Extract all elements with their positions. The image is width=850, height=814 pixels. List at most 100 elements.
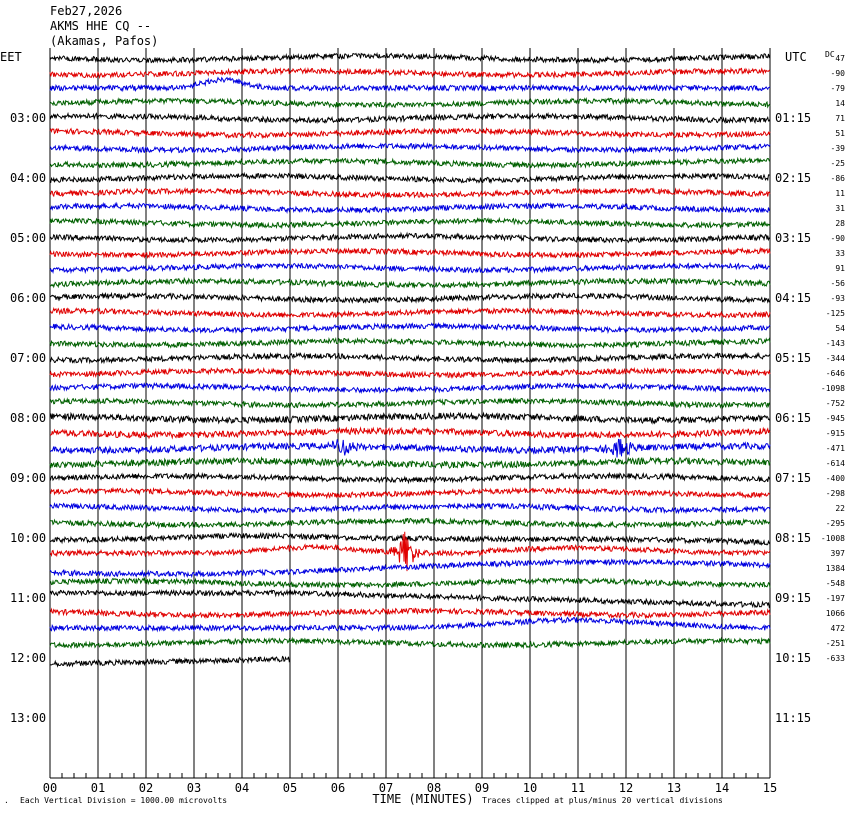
dc-value: 11: [835, 189, 845, 198]
dc-value: -1098: [821, 384, 845, 393]
dc-value: -752: [826, 399, 845, 408]
seismic-trace: [49, 397, 771, 409]
utc-time-label: 03:15: [775, 231, 811, 245]
eet-time-label: 11:00: [10, 591, 46, 605]
dc-value: 51: [835, 129, 845, 138]
dc-value: 54: [835, 324, 845, 333]
seismic-trace: [49, 127, 771, 140]
eet-time-label: 06:00: [10, 291, 46, 305]
dc-value: -251: [826, 639, 845, 648]
dc-value: -93: [831, 294, 846, 303]
utc-time-label: 11:15: [775, 711, 811, 725]
utc-time-label: 07:15: [775, 471, 811, 485]
dc-value: -633: [826, 654, 845, 663]
utc-time-label: 08:15: [775, 531, 811, 545]
seismic-trace: [49, 381, 771, 395]
dc-value: -646: [826, 369, 845, 378]
seismic-trace: [49, 588, 771, 609]
eet-time-label: 12:00: [10, 651, 46, 665]
seismic-trace: [49, 336, 771, 350]
dc-value: -39: [831, 144, 846, 153]
seismic-trace: [49, 411, 771, 425]
dc-value: 31: [835, 204, 845, 213]
seismic-trace: [49, 576, 771, 589]
eet-time-label: 10:00: [10, 531, 46, 545]
seismic-trace: [49, 111, 771, 125]
seismic-trace: [49, 201, 771, 215]
seismic-trace: [49, 558, 771, 579]
dc-value: -295: [826, 519, 845, 528]
seismic-trace: [49, 426, 771, 440]
dc-value: 91: [835, 264, 845, 273]
seismic-trace: [49, 276, 771, 290]
x-axis-title: TIME (MINUTES): [372, 792, 473, 806]
seismic-trace: [49, 76, 771, 93]
x-tick-label: 00: [43, 781, 57, 795]
eet-time-label: 05:00: [10, 231, 46, 245]
time-labels: 00 01 02 03 04 05 06 07 08 09 10 11 12 13 14 15 EET UTC DC…: [0, 50, 845, 806]
dc-value: 47: [835, 54, 845, 63]
seismic-trace: [49, 246, 771, 260]
location-label: (Akamas, Pafos): [50, 34, 159, 48]
dc-value: -548: [826, 579, 845, 588]
x-tick-label: 05: [283, 781, 297, 795]
seismic-trace: [49, 261, 771, 275]
grid-lines: [49, 48, 771, 778]
dc-value: -915: [826, 429, 845, 438]
x-tick-label: 12: [619, 781, 633, 795]
dc-value: -614: [826, 459, 845, 468]
dc-value: -79: [831, 84, 846, 93]
seismic-trace: [49, 636, 771, 650]
eet-time-label: 04:00: [10, 171, 46, 185]
dc-value: 1066: [826, 609, 845, 618]
seismic-trace: [49, 66, 771, 80]
seismic-trace: [49, 456, 771, 470]
seismic-trace: [49, 351, 771, 365]
footer-right-note: Traces clipped at plus/minus 20 vertical…: [482, 796, 723, 805]
x-tick-label: 06: [331, 781, 345, 795]
x-tick-label: 03: [187, 781, 201, 795]
date-label: Feb27,2026: [50, 4, 123, 18]
utc-time-label: 02:15: [775, 171, 811, 185]
utc-time-label: 05:15: [775, 351, 811, 365]
dc-value: 1384: [826, 564, 845, 573]
x-tick-label: 13: [667, 781, 681, 795]
seismic-trace: [49, 231, 771, 244]
x-tick-label: 14: [715, 781, 729, 795]
seismic-trace: [49, 531, 771, 572]
dc-value: 472: [831, 624, 846, 633]
utc-time-label: 06:15: [775, 411, 811, 425]
seismic-trace: [49, 366, 771, 379]
seismic-trace: [49, 141, 771, 155]
dc-value: 14: [835, 99, 845, 108]
utc-label: UTC: [785, 50, 807, 64]
dc-value: 28: [835, 219, 845, 228]
dc-value: 71: [835, 114, 845, 123]
seismic-trace: [49, 216, 771, 230]
eet-time-label: 13:00: [10, 711, 46, 725]
dc-value: -56: [831, 279, 846, 288]
x-tick-label: 10: [523, 781, 537, 795]
seismic-trace: [49, 502, 771, 515]
dc-value: -90: [831, 234, 846, 243]
eet-time-label: 08:00: [10, 411, 46, 425]
seismic-trace: [49, 607, 771, 620]
dc-value: 33: [835, 249, 845, 258]
dc-value: -125: [826, 309, 845, 318]
utc-time-label: 01:15: [775, 111, 811, 125]
dc-label: DC: [825, 50, 835, 59]
eet-time-label: 07:00: [10, 351, 46, 365]
seismic-trace: [49, 186, 771, 200]
corner-mark: .: [4, 796, 9, 805]
x-tick-label: 04: [235, 781, 249, 795]
dc-value: -344: [826, 354, 845, 363]
seismic-trace: [49, 616, 771, 633]
dc-value: 397: [831, 549, 846, 558]
footer-left-note: Each Vertical Division = 1000.00 microvo…: [20, 796, 227, 805]
eet-time-label: 03:00: [10, 111, 46, 125]
seismic-trace: [49, 655, 291, 668]
dc-value: -471: [826, 444, 845, 453]
dc-value: -86: [831, 174, 846, 183]
seismic-trace: [49, 486, 771, 500]
